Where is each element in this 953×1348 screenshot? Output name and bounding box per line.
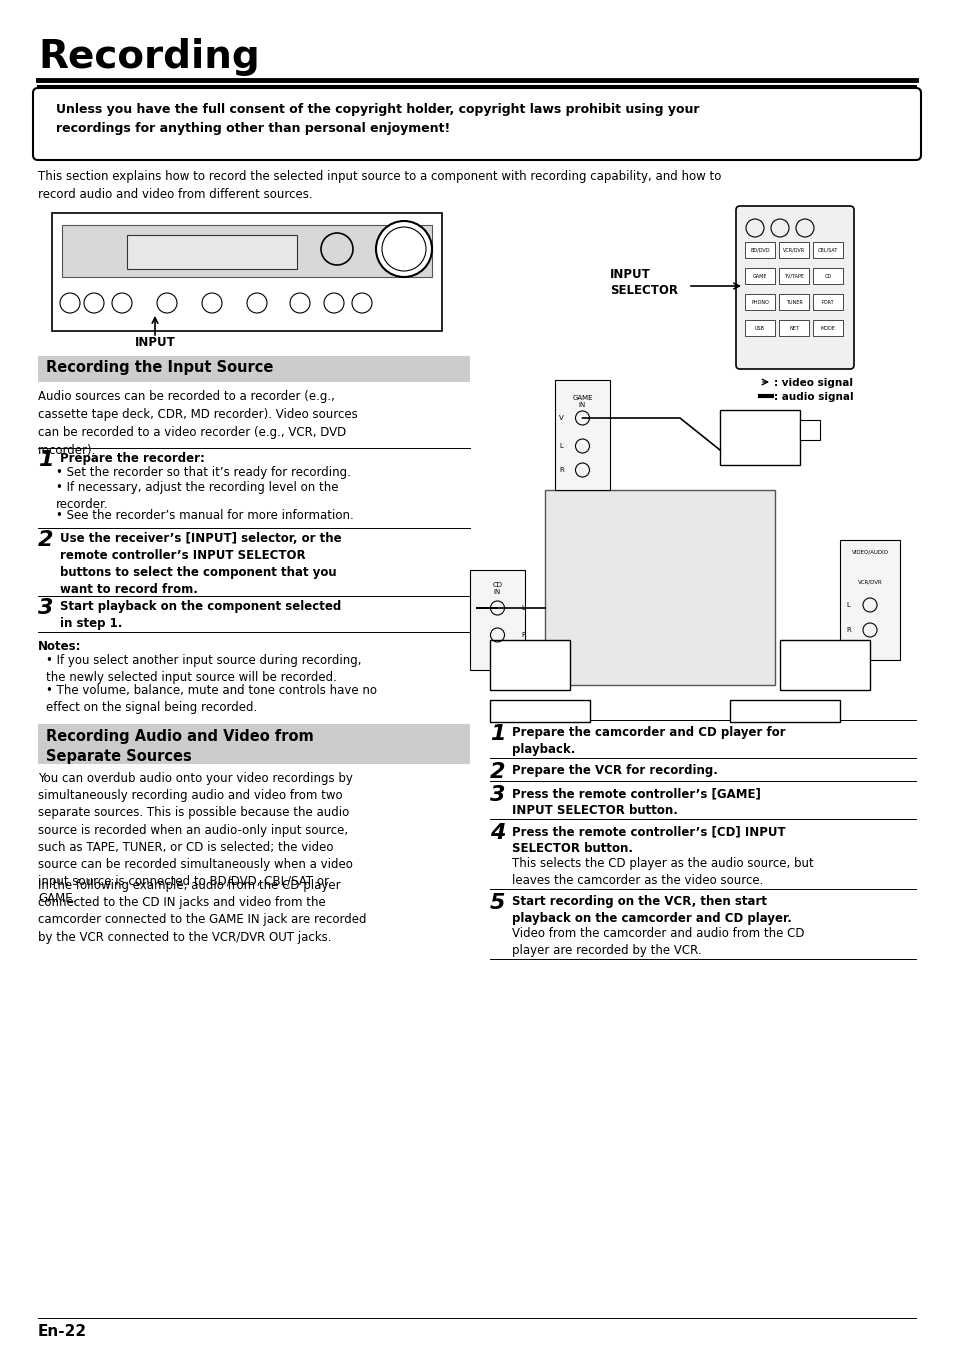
Text: In the following example, audio from the CD player
connected to the CD IN jacks : In the following example, audio from the… bbox=[38, 879, 366, 944]
Bar bbox=[62, 225, 432, 276]
Text: INPUT
SELECTOR: INPUT SELECTOR bbox=[609, 268, 678, 297]
Text: Recording: Recording bbox=[38, 38, 259, 75]
Text: NET: NET bbox=[788, 325, 798, 330]
Text: Start recording on the VCR, then start
playback on the camcorder and CD player.: Start recording on the VCR, then start p… bbox=[512, 895, 791, 925]
Text: V: V bbox=[558, 415, 563, 421]
Text: VCR/DVR: VCR/DVR bbox=[782, 248, 804, 252]
Text: R: R bbox=[558, 466, 563, 473]
Text: • See the recorder’s manual for more information.: • See the recorder’s manual for more inf… bbox=[56, 510, 354, 522]
Bar bbox=[470, 570, 524, 670]
Text: Recording the Input Source: Recording the Input Source bbox=[46, 360, 274, 375]
Text: R: R bbox=[845, 627, 850, 634]
Text: • If you select another input source during recording,
the newly selected input : • If you select another input source dur… bbox=[46, 654, 361, 683]
Text: 1: 1 bbox=[490, 724, 505, 744]
Bar bbox=[127, 235, 296, 270]
Text: 4: 4 bbox=[490, 824, 505, 842]
Text: CD
IN: CD IN bbox=[492, 582, 502, 594]
Text: You can overdub audio onto your video recordings by
simultaneously recording aud: You can overdub audio onto your video re… bbox=[38, 772, 353, 906]
Bar bbox=[744, 294, 774, 310]
Text: 3: 3 bbox=[490, 785, 505, 805]
Bar bbox=[779, 243, 808, 257]
Bar bbox=[812, 268, 842, 284]
Bar bbox=[744, 319, 774, 336]
Text: CD player: CD player bbox=[511, 700, 568, 710]
Text: GAME: GAME bbox=[752, 274, 766, 279]
Text: R: R bbox=[520, 632, 525, 638]
Text: This section explains how to record the selected input source to a component wit: This section explains how to record the … bbox=[38, 170, 720, 201]
Text: Unless you have the full consent of the copyright holder, copyright laws prohibi: Unless you have the full consent of the … bbox=[56, 102, 699, 135]
Bar bbox=[729, 700, 840, 723]
Text: MODE: MODE bbox=[820, 325, 835, 330]
Text: INPUT: INPUT bbox=[134, 336, 175, 349]
Text: • If necessary, adjust the recording level on the
recorder.: • If necessary, adjust the recording lev… bbox=[56, 481, 338, 511]
Bar bbox=[38, 724, 470, 764]
Bar bbox=[812, 319, 842, 336]
Bar bbox=[38, 356, 470, 381]
Text: L: L bbox=[520, 605, 524, 611]
Text: This selects the CD player as the audio source, but
leaves the camcorder as the : This selects the CD player as the audio … bbox=[512, 857, 813, 887]
Bar bbox=[744, 243, 774, 257]
Bar bbox=[555, 380, 609, 491]
Text: 3: 3 bbox=[38, 599, 53, 617]
Text: • Set the recorder so that it’s ready for recording.: • Set the recorder so that it’s ready fo… bbox=[56, 466, 351, 479]
Text: TV/TAPE: TV/TAPE bbox=[783, 274, 803, 279]
Bar bbox=[840, 541, 899, 661]
Text: Video from the camcorder and audio from the CD
player are recorded by the VCR.: Video from the camcorder and audio from … bbox=[512, 927, 803, 957]
Bar bbox=[720, 410, 800, 465]
Bar bbox=[544, 491, 774, 685]
Text: BD/DVD: BD/DVD bbox=[749, 248, 769, 252]
Text: Start playback on the component selected
in step 1.: Start playback on the component selected… bbox=[60, 600, 341, 630]
Text: Prepare the camcorder and CD player for
playback.: Prepare the camcorder and CD player for … bbox=[512, 727, 785, 756]
Text: 5: 5 bbox=[490, 892, 505, 913]
Text: Audio sources can be recorded to a recorder (e.g.,
cassette tape deck, CDR, MD r: Audio sources can be recorded to a recor… bbox=[38, 390, 357, 457]
Bar bbox=[812, 243, 842, 257]
Text: CD: CD bbox=[823, 274, 831, 279]
Text: VIDEO/AUDIO: VIDEO/AUDIO bbox=[851, 550, 887, 555]
Text: CBL/SAT: CBL/SAT bbox=[817, 248, 838, 252]
Text: USB: USB bbox=[754, 325, 764, 330]
Bar bbox=[744, 268, 774, 284]
Bar bbox=[780, 640, 869, 690]
Text: GAME
IN: GAME IN bbox=[572, 395, 592, 408]
Text: Notes:: Notes: bbox=[38, 640, 81, 652]
Bar bbox=[779, 294, 808, 310]
Text: Press the remote controller’s [CD] INPUT
SELECTOR button.: Press the remote controller’s [CD] INPUT… bbox=[512, 825, 785, 855]
Text: VCR/DVR: VCR/DVR bbox=[857, 580, 882, 585]
Text: 1: 1 bbox=[38, 450, 53, 470]
Bar bbox=[800, 421, 820, 439]
Bar bbox=[779, 319, 808, 336]
Text: VCR: VCR bbox=[772, 700, 796, 710]
Bar bbox=[779, 268, 808, 284]
Bar bbox=[52, 213, 441, 332]
Text: Recording Audio and Video from
Separate Sources: Recording Audio and Video from Separate … bbox=[46, 729, 314, 764]
Text: 2: 2 bbox=[38, 530, 53, 550]
Text: PORT: PORT bbox=[821, 299, 834, 305]
Text: Prepare the recorder:: Prepare the recorder: bbox=[60, 452, 205, 465]
Bar bbox=[812, 294, 842, 310]
Text: Prepare the VCR for recording.: Prepare the VCR for recording. bbox=[512, 764, 717, 776]
Text: L: L bbox=[845, 603, 849, 608]
Text: Use the receiver’s [INPUT] selector, or the
remote controller’s INPUT SELECTOR
b: Use the receiver’s [INPUT] selector, or … bbox=[60, 532, 341, 596]
Text: : audio signal: : audio signal bbox=[773, 392, 853, 402]
Text: 2: 2 bbox=[490, 762, 505, 782]
Text: PHONO: PHONO bbox=[750, 299, 768, 305]
Text: TUNER: TUNER bbox=[785, 299, 801, 305]
Text: • The volume, balance, mute and tone controls have no
effect on the signal being: • The volume, balance, mute and tone con… bbox=[46, 683, 376, 714]
Bar bbox=[490, 700, 589, 723]
FancyBboxPatch shape bbox=[33, 88, 920, 160]
Text: : video signal: : video signal bbox=[773, 377, 852, 388]
FancyBboxPatch shape bbox=[735, 206, 853, 369]
Text: En-22: En-22 bbox=[38, 1324, 87, 1339]
Text: Press the remote controller’s [GAME]
INPUT SELECTOR button.: Press the remote controller’s [GAME] INP… bbox=[512, 787, 760, 817]
Circle shape bbox=[375, 221, 432, 276]
Text: L: L bbox=[558, 443, 562, 449]
Bar bbox=[490, 640, 569, 690]
